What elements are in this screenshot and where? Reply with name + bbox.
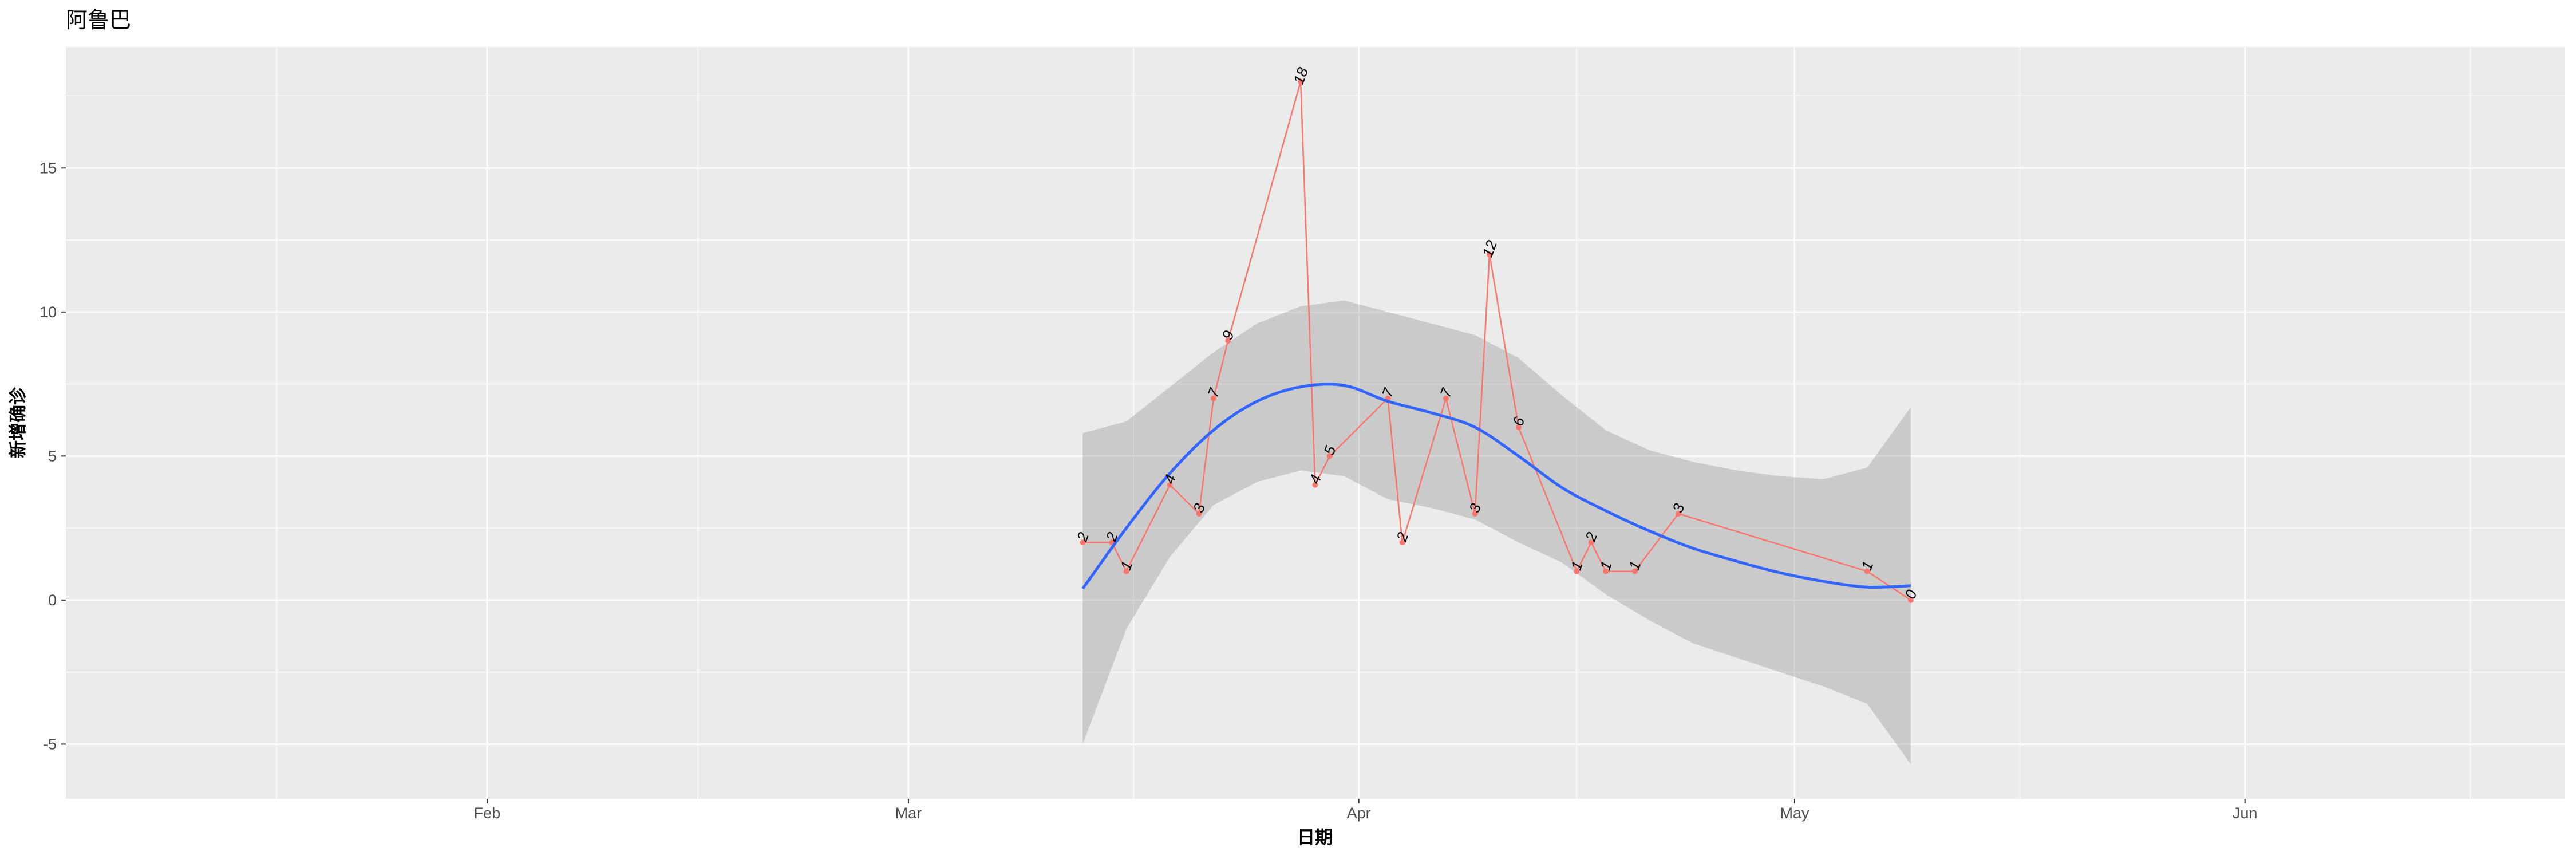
plot-panel xyxy=(66,47,2565,799)
x-tick-label: May xyxy=(1780,805,1809,822)
data-point xyxy=(1515,424,1522,431)
y-tick-label: -5 xyxy=(43,735,57,752)
data-point xyxy=(1588,539,1594,546)
data-point xyxy=(1196,510,1202,517)
data-point xyxy=(1326,453,1333,459)
data-point xyxy=(1080,539,1086,546)
x-tick-label: Apr xyxy=(1347,805,1371,822)
data-point xyxy=(1675,510,1681,517)
data-points xyxy=(1080,78,1914,603)
data-point xyxy=(1574,568,1580,574)
data-point xyxy=(1399,539,1405,546)
y-tick-label: 10 xyxy=(39,304,57,321)
data-point xyxy=(1487,251,1493,258)
confidence-band xyxy=(1082,300,1911,765)
data-point xyxy=(1167,482,1173,488)
y-tick-label: 15 xyxy=(39,159,57,176)
x-tick-label: Mar xyxy=(895,805,922,822)
data-point xyxy=(1225,338,1231,344)
data-point xyxy=(1603,568,1609,574)
grid-major xyxy=(66,47,2565,799)
x-tick-label: Feb xyxy=(474,805,501,822)
data-point xyxy=(1123,568,1129,574)
y-tick-label: 5 xyxy=(48,447,57,464)
data-point xyxy=(1864,568,1870,574)
data-point xyxy=(1312,482,1318,488)
y-axis-title: 新增确诊 xyxy=(8,387,29,458)
data-point xyxy=(1472,510,1478,517)
smooth-line xyxy=(1081,383,1911,590)
y-axis: -5 0 5 10 15 xyxy=(39,159,66,752)
y-tick-label: 0 xyxy=(48,592,57,609)
data-point xyxy=(1907,597,1914,603)
data-point xyxy=(1298,78,1304,85)
chart-title: 阿鲁巴 xyxy=(66,7,131,33)
data-point xyxy=(1631,568,1638,574)
x-tick-label: Jun xyxy=(2233,805,2258,822)
data-point xyxy=(1443,395,1449,401)
x-axis-title: 日期 xyxy=(1297,828,1333,848)
data-point xyxy=(1210,395,1216,401)
x-axis: Feb Mar Apr May Jun xyxy=(474,799,2258,822)
